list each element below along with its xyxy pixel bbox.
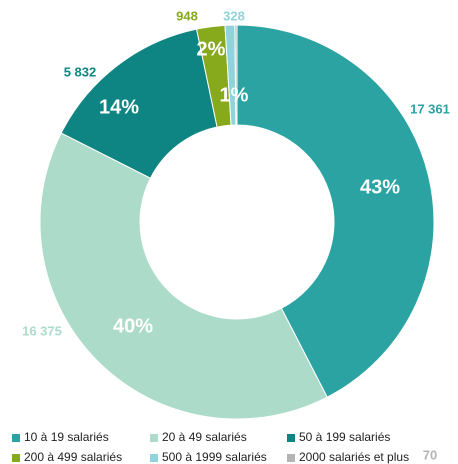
value-label: 16 375 bbox=[22, 323, 62, 338]
legend-swatch bbox=[12, 434, 20, 442]
donut-segment bbox=[60, 28, 218, 179]
legend-label: 20 à 49 salariés bbox=[162, 430, 247, 444]
donut-segment bbox=[39, 132, 328, 420]
legend-swatch bbox=[287, 434, 295, 442]
value-label: 948 bbox=[176, 8, 198, 23]
legend-swatch bbox=[12, 454, 20, 462]
percent-label: 14% bbox=[99, 96, 139, 118]
percent-label: 43% bbox=[360, 176, 400, 198]
value-label: 5 832 bbox=[64, 64, 97, 79]
donut-segment bbox=[234, 24, 238, 126]
percent-label: 1% bbox=[220, 84, 249, 106]
legend-label: 200 à 499 salariés bbox=[24, 450, 122, 464]
value-label: 17 361 bbox=[410, 101, 450, 116]
legend-label: 50 à 199 salariés bbox=[299, 430, 390, 444]
legend-swatch bbox=[150, 434, 158, 442]
legend-label: 2000 salariés et plus bbox=[299, 450, 409, 464]
value-label: 328 bbox=[223, 8, 245, 23]
legend-label: 500 à 1999 salariés bbox=[162, 450, 267, 464]
legend-label: 10 à 19 salariés bbox=[24, 430, 109, 444]
percent-label: 40% bbox=[113, 315, 153, 337]
percent-label: 2% bbox=[197, 38, 226, 60]
legend-swatch bbox=[150, 454, 158, 462]
value-label: 70 bbox=[423, 447, 437, 462]
legend-swatch bbox=[287, 454, 295, 462]
donut-segment bbox=[236, 24, 435, 398]
